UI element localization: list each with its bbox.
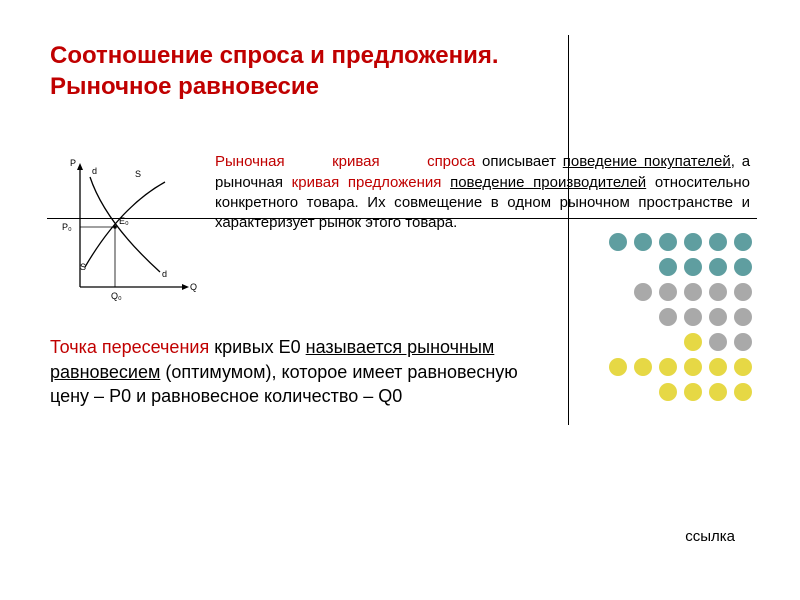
dot (659, 283, 677, 301)
dot (634, 283, 652, 301)
dot (634, 383, 652, 401)
text: Рыночная (215, 153, 285, 170)
text: кривая (332, 153, 380, 170)
dot (659, 383, 677, 401)
text (441, 174, 450, 191)
svg-text:P₀: P₀ (62, 222, 72, 232)
dot (609, 258, 627, 276)
text: поведение покупателей (563, 153, 731, 170)
svg-text:S: S (80, 262, 86, 272)
dot (659, 333, 677, 351)
dot (634, 258, 652, 276)
divider-horizontal (47, 218, 757, 219)
svg-text:d: d (92, 166, 97, 176)
page-title: Соотношение спроса и предложения.Рыночно… (50, 40, 750, 102)
dot (634, 333, 652, 351)
dot (659, 358, 677, 376)
dot (734, 333, 752, 351)
dot (609, 333, 627, 351)
dot (609, 283, 627, 301)
text: спроса (427, 153, 475, 170)
link-label[interactable]: ссылка (685, 528, 735, 545)
dot (684, 358, 702, 376)
dot (634, 358, 652, 376)
dot (609, 358, 627, 376)
spacer (386, 153, 420, 170)
dot (734, 283, 752, 301)
dot (684, 233, 702, 251)
paragraph: Рыночная кривая спроса описывает поведен… (215, 152, 750, 233)
svg-text:S: S (135, 169, 141, 179)
dot (659, 308, 677, 326)
dot (734, 258, 752, 276)
dot (709, 283, 727, 301)
dot (634, 233, 652, 251)
text: описывает (482, 153, 563, 170)
dot (684, 308, 702, 326)
dot (734, 358, 752, 376)
svg-text:P: P (70, 158, 76, 168)
spacer (291, 153, 325, 170)
dot (684, 258, 702, 276)
svg-text:Q₀: Q₀ (111, 291, 122, 301)
dot (684, 383, 702, 401)
dot (634, 308, 652, 326)
dot (659, 258, 677, 276)
dot-grid (606, 230, 755, 404)
dot (709, 383, 727, 401)
dot (709, 358, 727, 376)
dot (659, 233, 677, 251)
dot (709, 258, 727, 276)
text: кривая предложения (292, 174, 442, 191)
slide: Соотношение спроса и предложения.Рыночно… (0, 0, 800, 600)
svg-text:d: d (162, 269, 167, 279)
svg-text:Q: Q (190, 282, 197, 292)
dot (734, 233, 752, 251)
dot (609, 233, 627, 251)
dot (734, 308, 752, 326)
text: поведение производителей (450, 174, 646, 191)
dot (684, 283, 702, 301)
text: кривых Е0 (209, 337, 305, 357)
dot (609, 383, 627, 401)
dot (709, 233, 727, 251)
supply-demand-chart: PQddSSE₀P₀Q₀ (50, 152, 200, 317)
bottom-paragraph: Точка пересечения кривых Е0 называется р… (50, 335, 550, 408)
dot (609, 308, 627, 326)
dot (709, 333, 727, 351)
dot (734, 383, 752, 401)
divider-vertical (568, 35, 569, 425)
dot (709, 308, 727, 326)
dot (684, 333, 702, 351)
text: Точка пересечения (50, 337, 209, 357)
